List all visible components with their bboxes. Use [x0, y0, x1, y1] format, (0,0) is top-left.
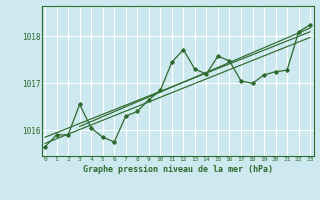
X-axis label: Graphe pression niveau de la mer (hPa): Graphe pression niveau de la mer (hPa) — [83, 165, 273, 174]
